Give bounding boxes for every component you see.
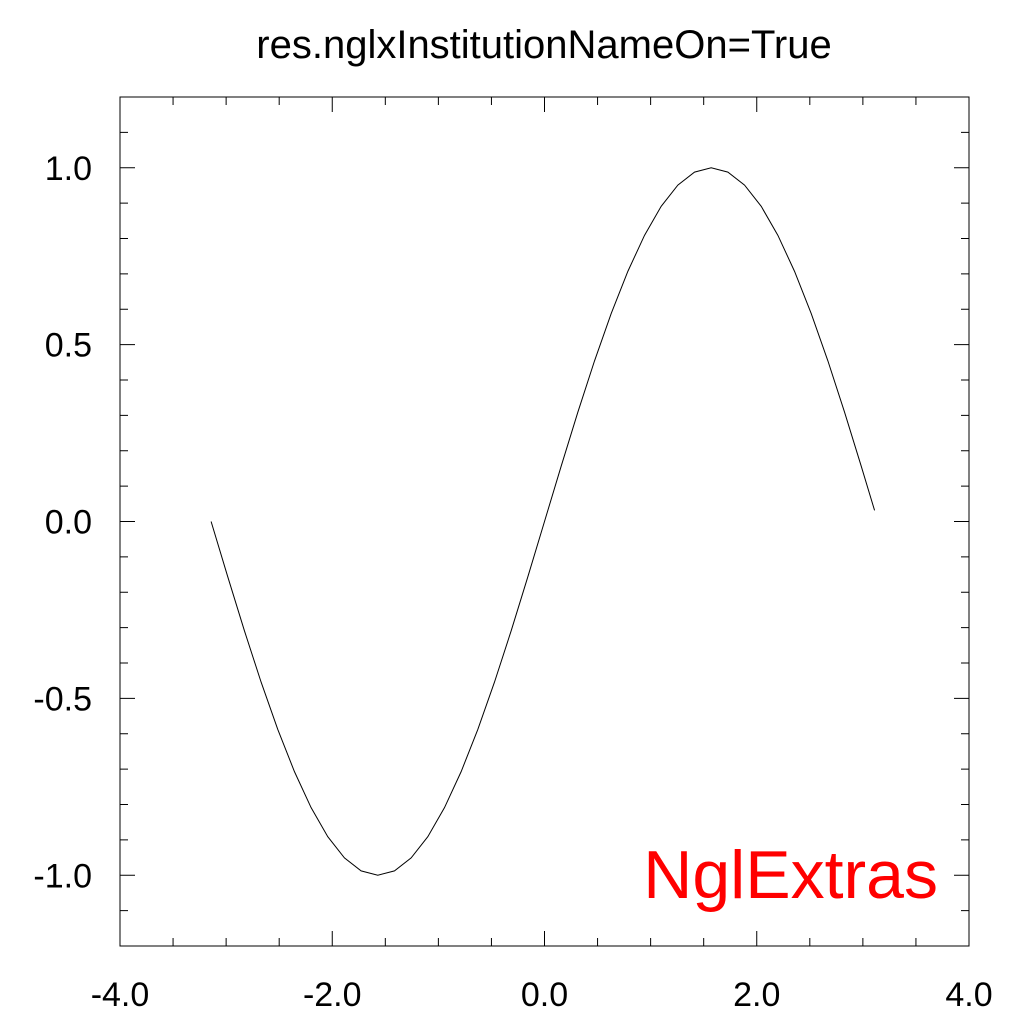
y-tick-label: 1.0: [45, 150, 92, 188]
x-tick-label: 2.0: [733, 976, 780, 1014]
y-tick-label: -0.5: [33, 680, 92, 718]
series-line: [210, 167, 876, 876]
x-tick-label: 4.0: [945, 976, 992, 1014]
institution-annotation: NglExtras: [643, 837, 938, 913]
x-tick-label: -2.0: [303, 976, 362, 1014]
x-tick-label: 0.0: [521, 976, 568, 1014]
chart-title: res.nglxInstitutionNameOn=True: [256, 23, 831, 67]
axis-ticks: [119, 96, 970, 947]
axis-tick-labels: -4.0 -2.0 0.0 2.0 4.0 -1.0 -0.5 0.0 0.5 1.0: [33, 150, 992, 1014]
y-tick-label: 0.0: [45, 504, 92, 542]
x-tick-label: -4.0: [91, 976, 150, 1014]
y-tick-label: -1.0: [33, 857, 92, 895]
y-tick-label: 0.5: [45, 327, 92, 365]
